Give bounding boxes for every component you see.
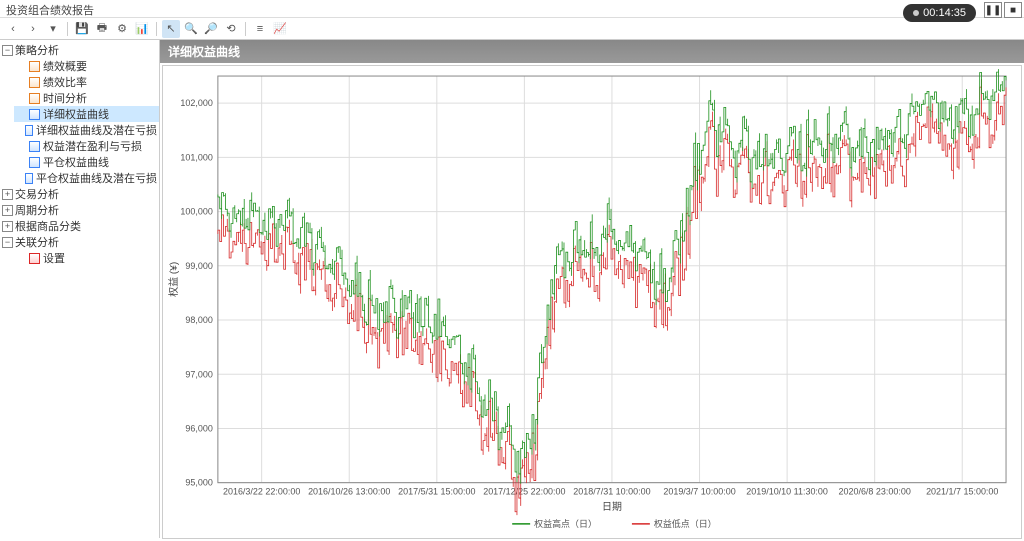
svg-text:97,000: 97,000 — [185, 369, 212, 379]
svg-text:98,000: 98,000 — [185, 315, 212, 325]
expander-icon[interactable]: + — [2, 221, 13, 232]
chart-title: 详细权益曲线 — [160, 40, 1024, 63]
nav-prev-button[interactable]: ‹ — [4, 20, 22, 38]
print-button[interactable]: 🖶 — [93, 20, 111, 38]
tree-item-关联分析[interactable]: −关联分析 — [0, 234, 159, 250]
tree-label: 详细权益曲线及潜在亏损 — [36, 122, 157, 138]
svg-text:权益低点（日）: 权益低点（日） — [654, 518, 717, 529]
svg-text:102,000: 102,000 — [180, 98, 212, 108]
svg-text:日期: 日期 — [602, 501, 622, 513]
pause-button[interactable]: ❚❚ — [984, 2, 1002, 18]
tree-label: 平仓权益曲线 — [43, 154, 109, 170]
tree-item-策略分析[interactable]: −策略分析 — [0, 42, 159, 58]
svg-text:2017/12/25 22:00:00: 2017/12/25 22:00:00 — [483, 487, 565, 497]
node-icon — [29, 77, 40, 88]
svg-text:2021/1/7 15:00:00: 2021/1/7 15:00:00 — [926, 487, 998, 497]
tree-item-详细权益曲线[interactable]: 详细权益曲线 — [14, 106, 159, 122]
main-toolbar: ‹ › ▾ 💾 🖶 ⚙ 📊 ↖ 🔍 🔎 ⟲ ≡ 📈 — [0, 18, 1024, 40]
tree-spacer — [16, 173, 23, 184]
cursor-tool[interactable]: ↖ — [162, 20, 180, 38]
tree-spacer — [16, 141, 27, 152]
svg-text:2018/7/31 10:00:00: 2018/7/31 10:00:00 — [573, 487, 650, 497]
svg-text:99,000: 99,000 — [185, 261, 212, 271]
tree-label: 绩效比率 — [43, 74, 87, 90]
node-icon — [25, 125, 33, 136]
tree-spacer — [16, 125, 23, 136]
expander-icon[interactable]: − — [2, 237, 13, 248]
node-icon — [29, 109, 40, 120]
tree-label: 周期分析 — [15, 202, 59, 218]
nav-next-button[interactable]: › — [24, 20, 42, 38]
expander-icon[interactable]: + — [2, 189, 13, 200]
svg-text:95,000: 95,000 — [185, 478, 212, 488]
tree-item-平仓权益曲线及潜在亏损[interactable]: 平仓权益曲线及潜在亏损 — [14, 170, 159, 186]
tree-item-设置[interactable]: 设置 — [14, 250, 159, 266]
window-title: 投资组合绩效报告 — [0, 0, 1024, 18]
zoom-out-button[interactable]: 🔍 — [182, 20, 200, 38]
node-icon — [29, 157, 40, 168]
tree-item-交易分析[interactable]: +交易分析 — [0, 186, 159, 202]
svg-text:96,000: 96,000 — [185, 423, 212, 433]
timer-controls: ❚❚ ■ — [984, 2, 1022, 18]
svg-text:2016/3/22 22:00:00: 2016/3/22 22:00:00 — [223, 487, 300, 497]
tree-label: 详细权益曲线 — [43, 106, 109, 122]
svg-text:2020/6/8 23:00:00: 2020/6/8 23:00:00 — [839, 487, 911, 497]
nav-dropdown[interactable]: ▾ — [44, 20, 62, 38]
node-icon — [25, 173, 33, 184]
tree-label: 交易分析 — [15, 186, 59, 202]
svg-text:2017/5/31 15:00:00: 2017/5/31 15:00:00 — [398, 487, 475, 497]
tree-item-权益潜在盈利与亏损[interactable]: 权益潜在盈利与亏损 — [14, 138, 159, 154]
tree-item-时间分析[interactable]: 时间分析 — [14, 90, 159, 106]
tree-item-平仓权益曲线[interactable]: 平仓权益曲线 — [14, 154, 159, 170]
svg-text:权益 (¥): 权益 (¥) — [167, 262, 180, 297]
tree-label: 平仓权益曲线及潜在亏损 — [36, 170, 157, 186]
tree-label: 时间分析 — [43, 90, 87, 106]
tree-item-周期分析[interactable]: +周期分析 — [0, 202, 159, 218]
svg-text:100,000: 100,000 — [180, 207, 212, 217]
tree-label: 策略分析 — [15, 42, 59, 58]
svg-text:2016/10/26 13:00:00: 2016/10/26 13:00:00 — [308, 487, 390, 497]
tree-label: 根据商品分类 — [15, 218, 81, 234]
chart-type-button[interactable]: 📊 — [133, 20, 151, 38]
node-icon — [29, 253, 40, 264]
tree-item-根据商品分类[interactable]: +根据商品分类 — [0, 218, 159, 234]
settings-button[interactable]: ⚙ — [113, 20, 131, 38]
tree-item-详细权益曲线及潜在亏损[interactable]: 详细权益曲线及潜在亏损 — [14, 122, 159, 138]
tree-spacer — [16, 157, 27, 168]
tree-spacer — [16, 61, 27, 72]
tree-spacer — [16, 77, 27, 88]
node-icon — [29, 93, 40, 104]
tree-spacer — [16, 93, 27, 104]
svg-text:权益高点（日）: 权益高点（日） — [534, 518, 597, 529]
tree-label: 设置 — [43, 250, 65, 266]
reset-zoom-button[interactable]: ⟲ — [222, 20, 240, 38]
tree-label: 绩效概要 — [43, 58, 87, 74]
save-button[interactable]: 💾 — [73, 20, 91, 38]
expander-icon[interactable]: + — [2, 205, 13, 216]
toolbar-separator — [156, 22, 157, 36]
content-area: 详细权益曲线 95,000 96,000 97,000 98,000 99,000 100… — [160, 40, 1024, 538]
stop-button[interactable]: ■ — [1004, 2, 1022, 18]
svg-text:101,000: 101,000 — [180, 152, 212, 162]
stats-button[interactable]: 📈 — [271, 20, 289, 38]
node-icon — [29, 61, 40, 72]
equity-chart[interactable]: 95,000 96,000 97,000 98,000 99,000 100,000 101… — [162, 65, 1022, 539]
tree-spacer — [16, 109, 27, 120]
tree-label: 关联分析 — [15, 234, 59, 250]
svg-text:2019/3/7 10:00:00: 2019/3/7 10:00:00 — [663, 487, 735, 497]
zoom-in-button[interactable]: 🔎 — [202, 20, 220, 38]
svg-text:2019/10/10 11:30:00: 2019/10/10 11:30:00 — [746, 487, 828, 497]
tree-item-绩效概要[interactable]: 绩效概要 — [14, 58, 159, 74]
node-icon — [29, 141, 40, 152]
tree-label: 权益潜在盈利与亏损 — [43, 138, 142, 154]
toolbar-separator — [67, 22, 68, 36]
tree-spacer — [16, 253, 27, 264]
tree-item-绩效比率[interactable]: 绩效比率 — [14, 74, 159, 90]
recording-timer: 00:14:35 — [903, 4, 976, 22]
navigation-tree: −策略分析绩效概要绩效比率时间分析详细权益曲线详细权益曲线及潜在亏损权益潜在盈利… — [0, 40, 160, 538]
toggle-panel-button[interactable]: ≡ — [251, 20, 269, 38]
toolbar-separator — [245, 22, 246, 36]
expander-icon[interactable]: − — [2, 45, 13, 56]
